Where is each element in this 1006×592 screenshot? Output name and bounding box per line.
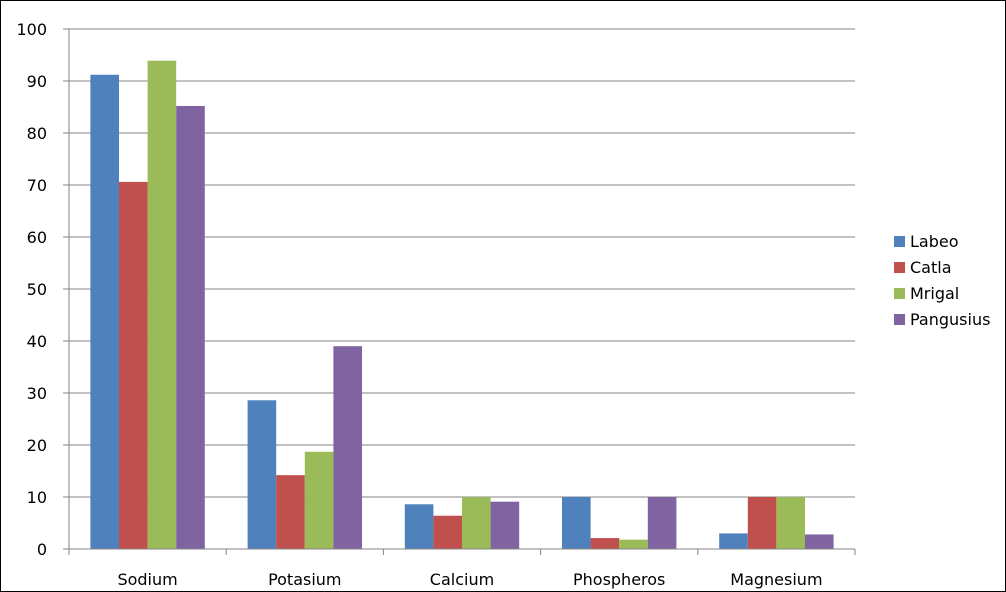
bar-pangusius-sodium xyxy=(176,105,205,550)
bar-labeo-magnesium xyxy=(719,533,748,549)
legend-label-catla: Catla xyxy=(910,258,952,277)
legend-swatch-catla xyxy=(894,262,905,273)
bar-labeo-calcium xyxy=(404,504,434,549)
legend-label-labeo: Labeo xyxy=(910,232,959,251)
x-tick-label: Magnesium xyxy=(730,570,822,589)
y-tick-label: 100 xyxy=(16,20,47,39)
y-tick-label: 20 xyxy=(27,436,47,455)
bar-labeo-phospheros xyxy=(562,497,591,549)
bar-mrigal-magnesium xyxy=(776,497,805,549)
bar-mrigal-potasium xyxy=(304,451,334,549)
x-tick-label: Sodium xyxy=(117,570,177,589)
bars xyxy=(90,60,834,550)
bar-labeo-sodium xyxy=(90,74,119,549)
legend-label-mrigal: Mrigal xyxy=(910,284,959,303)
x-tick-label: Phospheros xyxy=(573,570,665,589)
x-tick-label: Potasium xyxy=(268,570,341,589)
y-tick-label: 10 xyxy=(27,488,47,507)
axes xyxy=(63,28,856,555)
bar-catla-potasium xyxy=(276,475,305,549)
y-tick-labels: 0 10 20 30 40 50 60 70 80 90 100 xyxy=(16,20,47,559)
x-tick-label: Calcium xyxy=(430,570,494,589)
y-tick-label: 40 xyxy=(27,332,47,351)
bar-pangusius-magnesium xyxy=(805,534,834,549)
bar-catla-calcium xyxy=(433,515,462,549)
bar-mrigal-phospheros xyxy=(619,539,648,549)
bar-mrigal-sodium xyxy=(147,60,177,549)
y-tick-label: 50 xyxy=(27,280,47,299)
bar-catla-sodium xyxy=(119,181,148,549)
y-tick-label: 60 xyxy=(27,228,47,247)
bar-pangusius-potasium xyxy=(333,346,362,549)
bar-labeo-potasium xyxy=(247,400,277,549)
bar-pangusius-phospheros xyxy=(647,497,677,549)
legend: Labeo Catla Mrigal Pangusius xyxy=(894,232,990,329)
bar-catla-magnesium xyxy=(747,497,777,549)
legend-swatch-labeo xyxy=(894,236,905,247)
y-tick-label: 30 xyxy=(27,384,47,403)
bar-mrigal-calcium xyxy=(462,497,491,549)
y-tick-label: 0 xyxy=(37,540,47,559)
x-tick-labels: Sodium Potasium Calcium Phospheros Magnesium xyxy=(117,570,822,589)
y-tick-label: 80 xyxy=(27,124,47,143)
bar-catla-phospheros xyxy=(590,538,620,549)
legend-swatch-mrigal xyxy=(894,288,905,299)
y-tick-label: 90 xyxy=(27,72,47,91)
y-tick-label: 70 xyxy=(27,176,47,195)
legend-swatch-pangusius xyxy=(894,314,905,325)
bar-pangusius-calcium xyxy=(490,501,520,549)
legend-label-pangusius: Pangusius xyxy=(910,310,990,329)
